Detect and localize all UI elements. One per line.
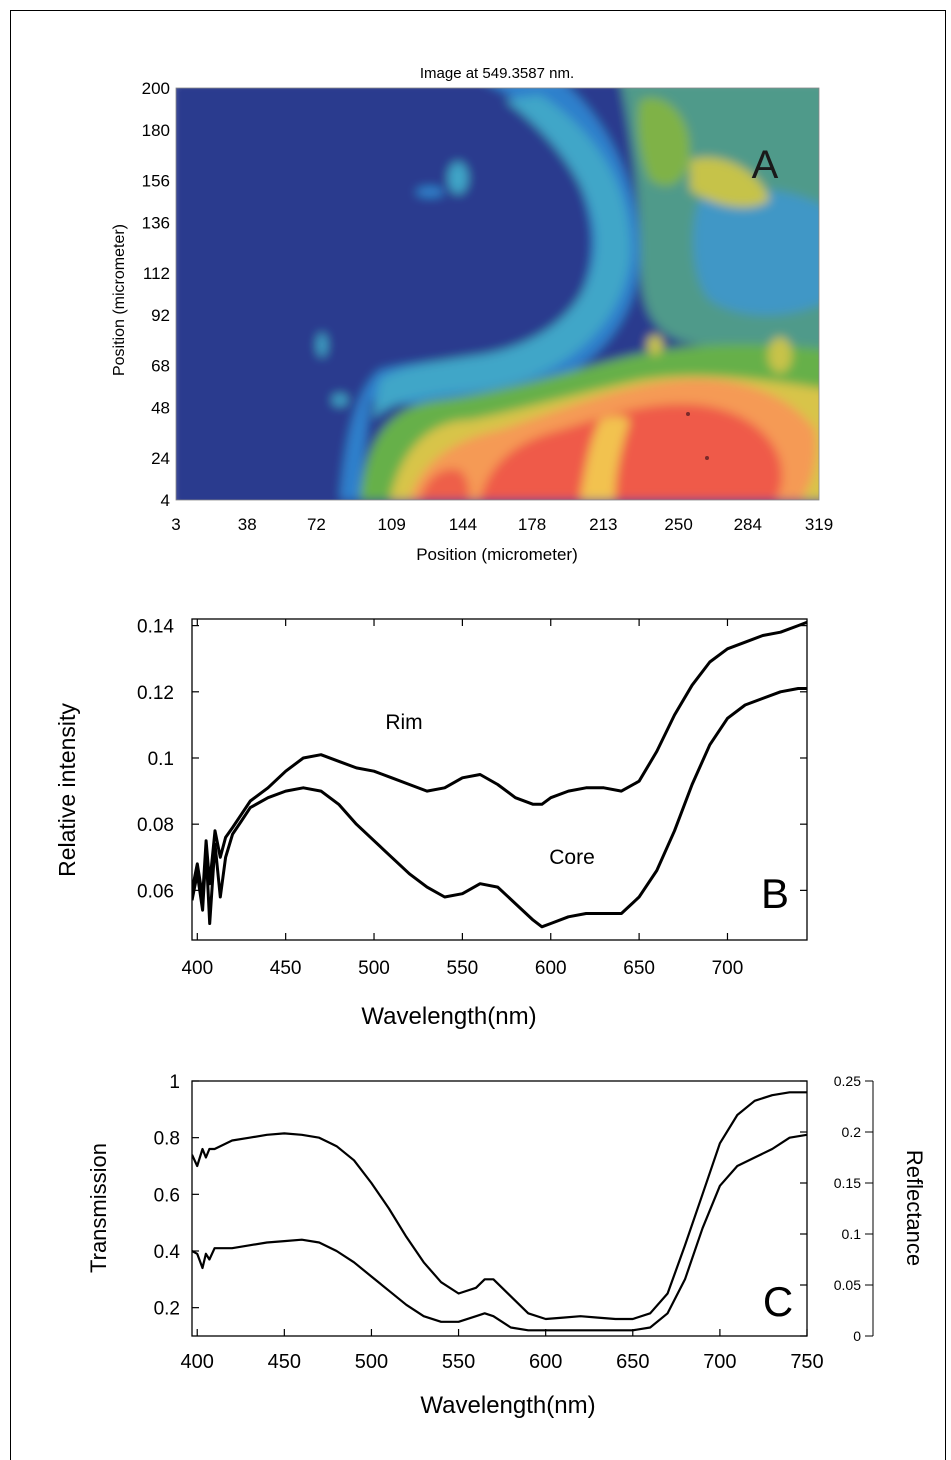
heatmap-y-tick-label: 4: [161, 491, 170, 510]
series-label-rim: Rim: [385, 711, 422, 734]
heatmap-right-blue: [693, 189, 819, 315]
heatmap-x-tick-label: 38: [238, 515, 257, 534]
chart-c-y-tick-label-right: 0.25: [834, 1073, 861, 1089]
chart-b-x-tick-label: 700: [712, 958, 744, 979]
heatmap-y-tick-label: 48: [151, 399, 170, 418]
heatmap-x-tick-label: 213: [589, 515, 617, 534]
chart-c-y-tick-label-right: 0.05: [834, 1277, 861, 1293]
chart-c-ticks: 400 450 500 550 600 650 700 750 0.2 0.4 0.6 0.8 1 0 0.…: [154, 1072, 874, 1373]
chart-c-x-tick-label: 450: [268, 1351, 301, 1373]
chart-c-x-tick-label: 750: [790, 1351, 823, 1373]
chart-c-series: [192, 1091, 807, 1332]
heatmap-y-ticks: 200 180 156 136 112 92 68 48 24 4: [142, 79, 170, 510]
heatmap-y-tick-label: 156: [142, 171, 170, 190]
heatmap-green-patch: [638, 97, 690, 186]
chart-b-axes: [191, 618, 808, 941]
heatmap-y-axis-label: Position (micrometer): [111, 224, 128, 376]
chart-b-x-tick-label: 650: [623, 958, 655, 979]
series-line-upper: [192, 1091, 807, 1321]
chart-c-x-tick-label: 500: [355, 1351, 388, 1373]
series-label-core: Core: [549, 846, 595, 869]
series-line-lower: [192, 1133, 807, 1332]
series-line-core: [192, 687, 807, 929]
heatmap-x-tick-label: 284: [734, 515, 762, 534]
heatmap-blob-upper-2: [416, 187, 444, 197]
chart-b-y-axis-label: Relative intensity: [54, 703, 80, 877]
heatmap-frame: [175, 87, 820, 501]
chart-c-x-tick-label: 550: [442, 1351, 475, 1373]
panel-label-a: A: [752, 143, 779, 187]
chart-b-x-tick-label: 500: [358, 958, 390, 979]
heatmap-x-tick-label: 3: [171, 515, 180, 534]
heatmap-blob-left: [317, 333, 327, 357]
heatmap-yellow-patch-top: [690, 157, 770, 208]
heatmap-x-tick-label: 144: [449, 515, 477, 534]
chart-b-x-tick-label: 550: [447, 958, 479, 979]
heatmap-core-yellow-stripe: [580, 416, 630, 500]
chart-c-x-tick-label: 650: [616, 1351, 649, 1373]
chart-c-x-tick-label: 400: [181, 1351, 214, 1373]
panel-label-c: C: [763, 1278, 793, 1325]
heatmap-y-tick-label: 112: [143, 264, 170, 283]
chart-c-y-tick-label: 0.6: [154, 1185, 180, 1206]
heatmap-blob-left-2: [332, 394, 348, 406]
chart-c-x-tick-label: 600: [529, 1351, 562, 1373]
heatmap-x-ticks: 3 38 72 109 144 178 213 250 284 319: [171, 515, 833, 534]
chart-c-y-tick-label: 0.4: [154, 1242, 181, 1263]
heatmap-core-left-red: [420, 469, 470, 500]
series-line-rim: [192, 620, 807, 899]
panel-b: 400 450 500 550 600 650 700 0.06 0.08 0.1 0.12 0.14…: [54, 617, 808, 1030]
chart-b-x-axis-label: Wavelength(nm): [361, 1003, 536, 1030]
heatmap-x-tick-label: 319: [805, 515, 833, 534]
heatmap-rim-inner: [372, 95, 631, 420]
chart-c-y-tick-label-right: 0.1: [842, 1226, 862, 1242]
heatmap-y-tick-label: 24: [151, 449, 170, 468]
chart-c-axes: [191, 1080, 808, 1337]
heatmap-y-tick-label: 92: [151, 306, 170, 325]
chart-b-y-tick-label: 0.08: [137, 815, 174, 836]
heatmap-blob-upper: [448, 162, 468, 194]
chart-c-x-tick-label: 700: [703, 1351, 736, 1373]
heatmap-blob-right-yellow: [768, 337, 792, 373]
heatmap-core-red: [480, 404, 783, 500]
chart-b-y-tick-label: 0.12: [137, 683, 174, 704]
heatmap-speck: [686, 412, 690, 416]
chart-b-series: [192, 620, 807, 929]
chart-b-y-tick-label: 0.1: [148, 749, 174, 770]
heatmap-blob-mid-yellow: [647, 335, 663, 355]
heatmap-x-tick-label: 72: [307, 515, 326, 534]
heatmap-y-tick-label: 68: [151, 356, 170, 375]
chart-c-y-axis-label: Transmission: [86, 1143, 111, 1273]
heatmap-y-tick-label: 200: [142, 79, 170, 98]
chart-c-y-tick-label-right: 0: [853, 1328, 861, 1344]
heatmap-x-tick-label: 178: [518, 515, 546, 534]
chart-c-y-axis-label-right: Reflectance: [902, 1150, 927, 1266]
heatmap-x-tick-label: 250: [664, 515, 692, 534]
panel-a: Image at 549.3587 nm.: [111, 65, 833, 564]
chart-c-y-tick-label: 0.8: [154, 1129, 180, 1150]
heatmap-x-axis-label: Position (micrometer): [416, 545, 578, 564]
heatmap-speck: [705, 456, 709, 460]
chart-b-y-tick-label: 0.06: [137, 881, 174, 902]
heatmap-x-tick-label: 109: [378, 515, 406, 534]
chart-c-y-tick-label-right: 0.2: [842, 1124, 862, 1140]
heatmap-y-tick-label: 180: [142, 121, 170, 140]
chart-b-y-tick-label: 0.14: [137, 617, 174, 638]
chart-c-x-axis-label: Wavelength(nm): [420, 1392, 595, 1419]
chart-b-x-tick-label: 600: [535, 958, 567, 979]
heatmap-title: Image at 549.3587 nm.: [420, 65, 574, 82]
panel-c: 400 450 500 550 600 650 700 750 0.2 0.4 0.6 0.8 1 0 0.…: [86, 1072, 927, 1419]
panel-label-b: B: [761, 870, 789, 917]
figure-frame: [10, 10, 946, 1460]
chart-b-ticks: 400 450 500 550 600 650 700 0.06 0.08 0.1 0.12 0.14: [137, 617, 807, 979]
chart-b-x-tick-label: 400: [181, 958, 213, 979]
chart-b-x-tick-label: 450: [270, 958, 302, 979]
heatmap-image: [176, 88, 819, 500]
chart-c-y-tick-label: 1: [169, 1072, 180, 1093]
chart-c-y-tick-label-right: 0.15: [834, 1175, 861, 1191]
chart-c-y-tick-label: 0.2: [154, 1299, 180, 1320]
heatmap-y-tick-label: 136: [142, 214, 170, 233]
